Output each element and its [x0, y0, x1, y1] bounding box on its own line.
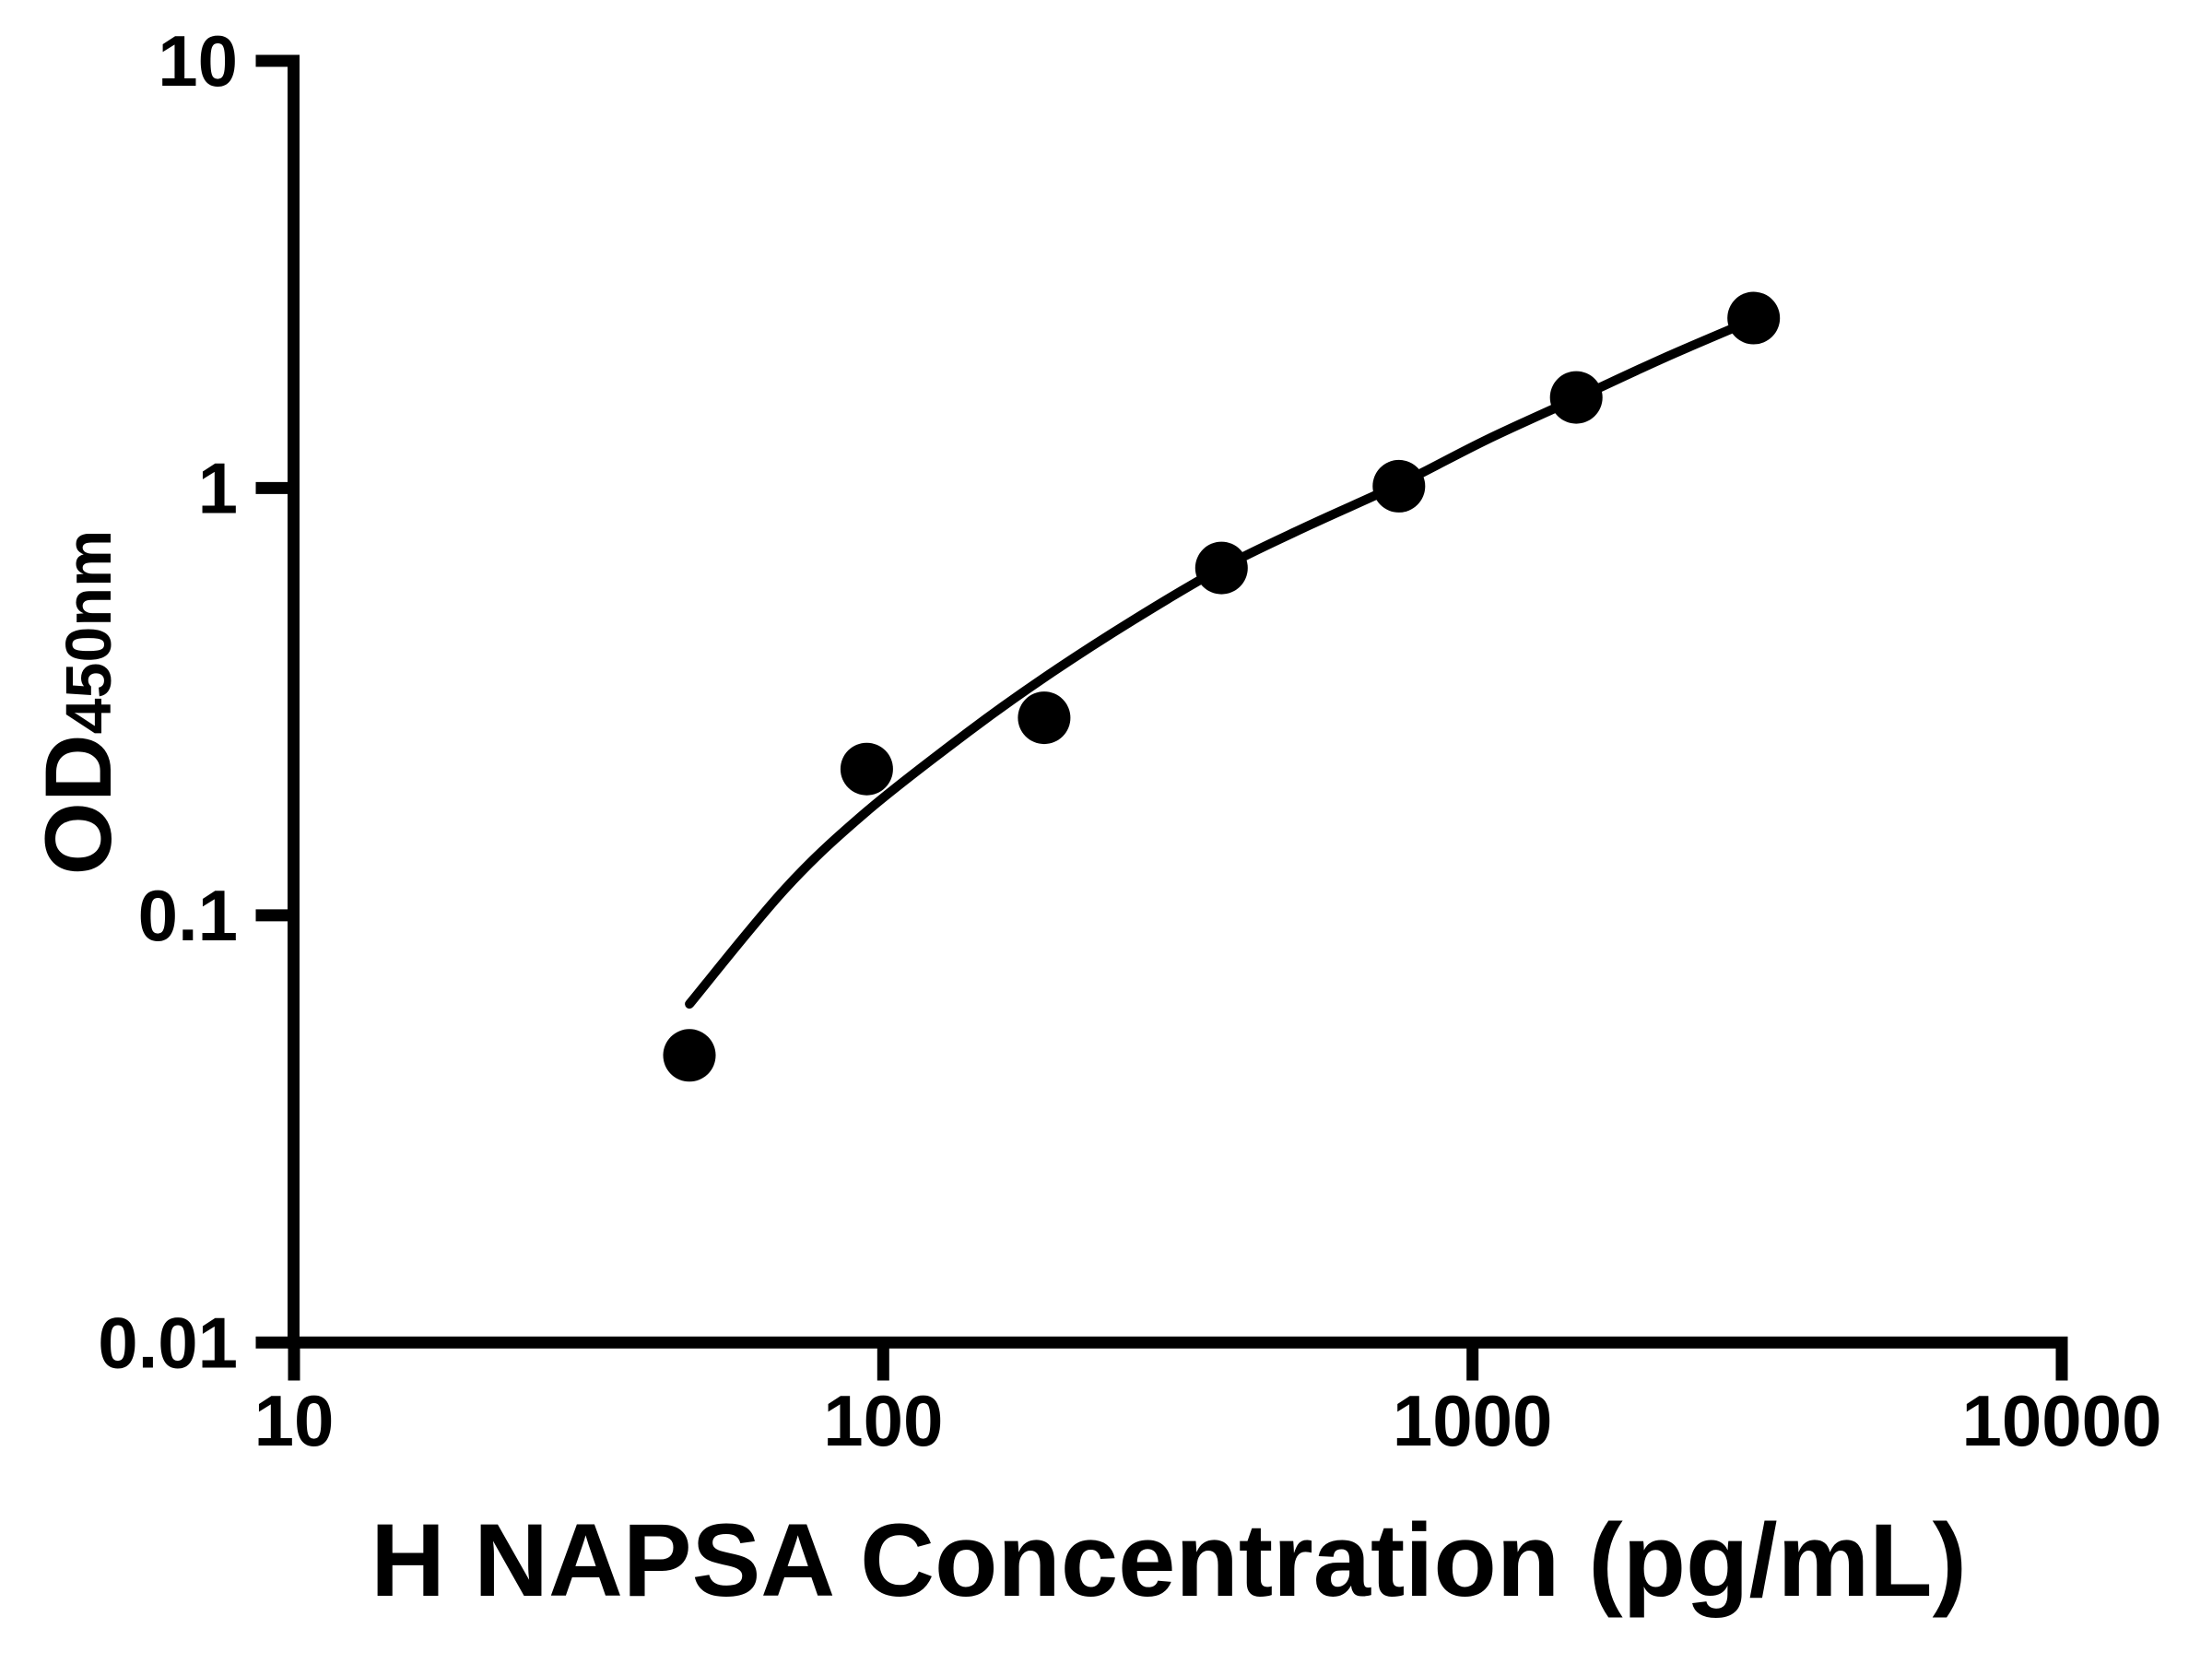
x-tick-label: 100 — [823, 1380, 943, 1461]
fit-curve-path — [685, 314, 1759, 1009]
data-point — [663, 1029, 716, 1082]
data-point — [1549, 371, 1603, 424]
data-point — [1194, 541, 1248, 595]
axes — [288, 54, 2068, 1349]
y-tick-label: 10 — [158, 20, 238, 101]
x-tick-label: 10000 — [1962, 1380, 2162, 1461]
x-tick-label: 1000 — [1393, 1380, 1553, 1461]
data-point — [840, 742, 893, 796]
y-axis-tick-labels: 10 1 0.1 0.01 — [98, 20, 238, 1383]
x-axis-title: H NAPSA Concentration (pg/mL) — [371, 1503, 1967, 1618]
x-axis-ticks — [288, 1342, 2068, 1381]
data-point — [1018, 691, 1071, 745]
y-axis-title-sub: 450nm — [53, 530, 124, 735]
fit-curve — [685, 314, 1759, 1009]
x-tick-label: 10 — [254, 1380, 335, 1461]
x-axis-tick-labels: 10 100 1000 10000 — [254, 1380, 2162, 1461]
y-axis-ticks — [255, 54, 294, 1349]
y-tick-label: 0.01 — [98, 1302, 238, 1383]
y-axis-title-main: OD — [26, 734, 131, 875]
y-tick-label: 1 — [198, 447, 238, 528]
data-points — [663, 291, 1781, 1082]
y-tick-label: 0.1 — [138, 875, 238, 956]
y-axis-title: OD450nm — [26, 530, 131, 876]
data-point — [1372, 459, 1426, 513]
data-point — [1727, 291, 1781, 345]
